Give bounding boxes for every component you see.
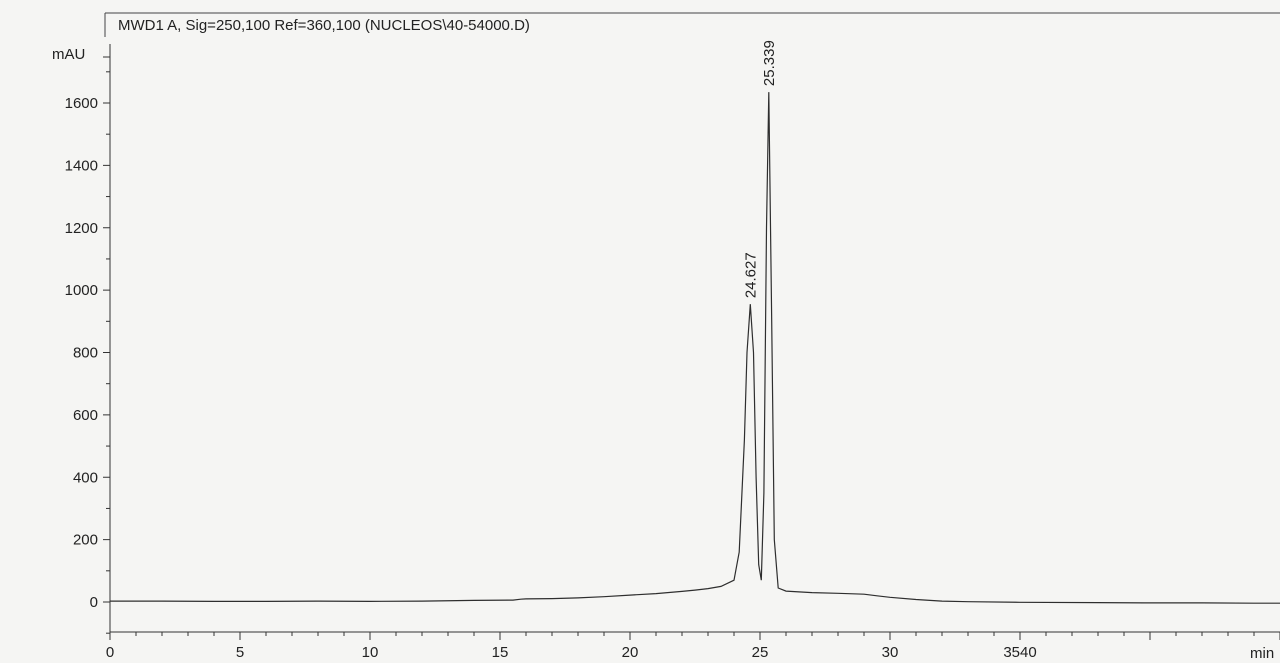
plot-frame — [104, 12, 1280, 37]
x-tick-label: 5 — [236, 644, 244, 661]
x-tick-label: 10 — [362, 644, 379, 661]
y-tick-label: 1600 — [65, 95, 98, 112]
x-tick-label: 3540 — [1003, 644, 1036, 661]
signal-trace-group — [110, 92, 1280, 604]
chart-title: MWD1 A, Sig=250,100 Ref=360,100 (NUCLEOS… — [118, 17, 530, 34]
y-tick-label: 1400 — [65, 157, 98, 174]
x-tick-label: 0 — [106, 644, 114, 661]
peak-labels: 24.627 25.339 — [742, 40, 778, 298]
y-tick-label: 400 — [73, 469, 98, 486]
peak-retention-label: 25.339 — [761, 40, 778, 86]
y-tick-label: 200 — [73, 532, 98, 549]
y-tick-label: 1200 — [65, 220, 98, 237]
x-tick-label: 25 — [752, 644, 769, 661]
peak-retention-label: 24.627 — [742, 252, 759, 298]
y-axis-unit-label: mAU — [52, 46, 85, 63]
x-tick-label: 30 — [882, 644, 899, 661]
x-tick-label: 15 — [492, 644, 509, 661]
y-tick-label: 1000 — [65, 282, 98, 299]
x-axis: 0 5 10 15 20 25 30 3540 — [106, 631, 1280, 661]
x-axis-unit-label: min — [1250, 645, 1274, 662]
y-tick-label: 0 — [90, 594, 98, 611]
signal-trace — [110, 92, 1280, 604]
x-tick-label: 20 — [622, 644, 639, 661]
y-axis: 0 200 400 600 800 1000 1200 1400 1600 — [65, 44, 111, 640]
y-tick-label: 800 — [73, 345, 98, 362]
y-tick-label: 600 — [73, 407, 98, 424]
